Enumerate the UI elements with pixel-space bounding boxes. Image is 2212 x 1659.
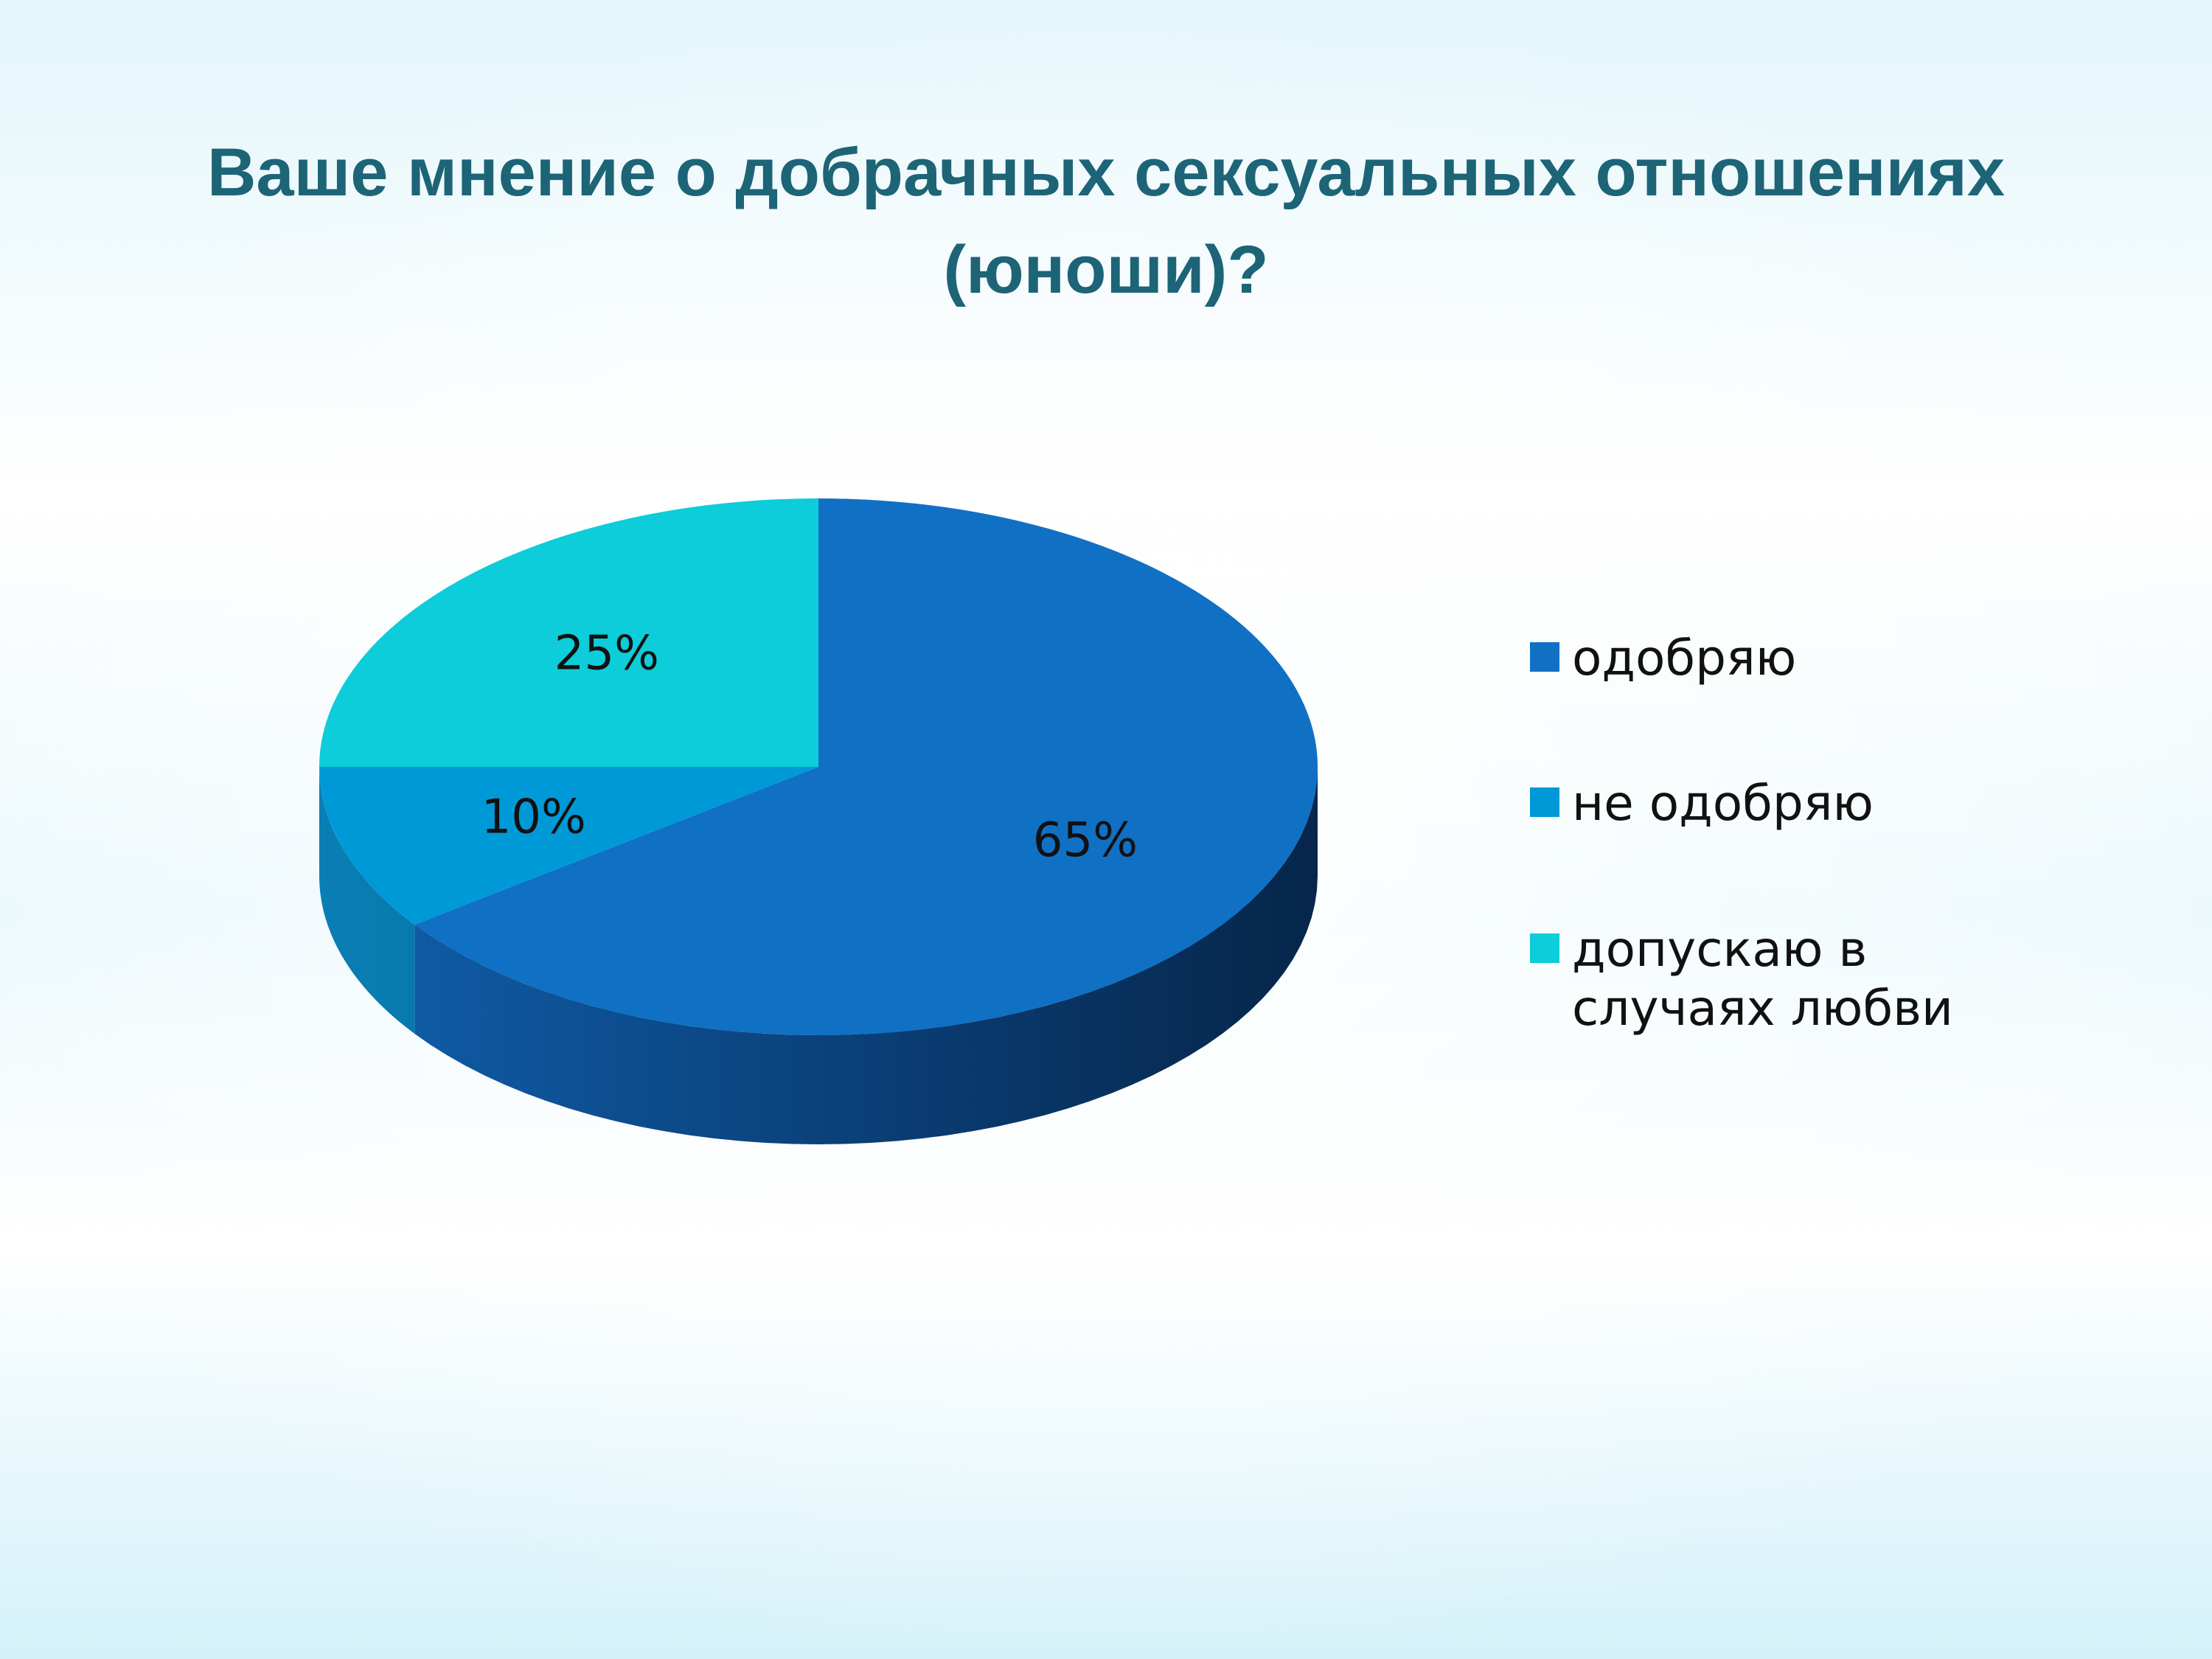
- pie-data-labels: 65% 10% 25%: [481, 627, 1138, 869]
- legend-swatch: [1530, 642, 1559, 672]
- legend-swatch: [1530, 787, 1559, 817]
- title-line-2: (юноши)?: [943, 232, 1269, 307]
- data-label-допускаю-в-случаях-любви: 25%: [554, 627, 659, 681]
- pie-slice-одобряю: [414, 498, 1318, 1035]
- pie-side-не-одобряю: [319, 767, 415, 1034]
- title-line-1: Ваше мнение о добрачных сексуальных отно…: [206, 135, 2006, 210]
- legend-label: одобряю: [1572, 630, 1796, 686]
- legend-label: допускаю в: [1572, 921, 1867, 978]
- legend-label: не одобряю: [1572, 775, 1874, 832]
- data-label-не-одобряю: 10%: [481, 790, 586, 845]
- pie-slices: [319, 498, 1318, 1144]
- pie-slice-не-одобряю: [319, 767, 818, 925]
- slide-title: Ваше мнение о добрачных сексуальных отно…: [74, 124, 2138, 319]
- data-label-одобряю: 65%: [1033, 813, 1138, 868]
- legend-swatch: [1530, 933, 1559, 963]
- pie-slice-допускаю-в-случаях-любви: [319, 498, 818, 767]
- legend-label: случаях любви: [1572, 980, 1953, 1037]
- legend-item-не-одобряю: не одобряю: [1530, 775, 1874, 832]
- pie-side-одобряю: [414, 767, 1318, 1144]
- legend-item-одобряю: одобряю: [1530, 630, 1796, 686]
